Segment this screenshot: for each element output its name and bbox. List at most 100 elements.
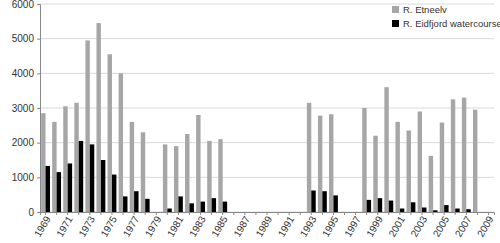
tick-mark [278,212,279,215]
series [41,23,477,212]
legend-label: R. Eidfjord watercourse [403,18,500,29]
tick [300,212,301,215]
tick-mark [56,212,57,215]
tick: 2003 [409,212,430,239]
tick-label: 1989 [254,214,275,239]
tick-label: 3000 [12,103,35,114]
tick-mark [388,212,389,215]
tick-mark [37,212,40,213]
tick: 2009 [475,212,496,239]
tick-mark [477,212,478,215]
tick-mark [311,212,312,215]
bar [466,209,470,212]
tick-mark [37,39,40,40]
y-axis: 0100020003000400050006000 [12,0,41,218]
tick [189,212,190,215]
tick-label: 2001 [386,214,407,239]
tick-label: 1997 [342,214,363,239]
x-axis: 1969197119731975197719791981198319851987… [32,212,496,239]
tick-mark [410,212,411,215]
tick-mark [134,212,135,215]
bar [384,87,388,212]
bar [462,98,466,212]
tick [455,212,456,215]
tick-mark [123,212,124,215]
bar [119,73,123,212]
series [46,141,471,212]
tick-mark [111,212,112,215]
bar [189,203,193,212]
legend-entry: R. Eidfjord watercourse [392,18,500,29]
bar [411,202,415,212]
tick: 2000 [12,137,40,148]
tick-mark [67,212,68,215]
bar [90,144,94,212]
bar [201,202,205,212]
tick [477,212,478,215]
tick-mark [355,212,356,215]
tick-mark [37,108,40,109]
tick: 1979 [143,212,164,239]
bar [378,198,382,212]
tick-mark [178,212,179,215]
tick [211,212,212,215]
tick: 1999 [364,212,385,239]
legend-swatch [392,20,399,27]
tick-label: 1981 [165,214,186,239]
bar [134,191,138,212]
tick-mark [37,143,40,144]
tick-label: 1983 [187,214,208,239]
tick-label: 1999 [364,214,385,239]
y-axis-line [37,5,41,213]
bar [68,163,72,212]
tick-label: 2005 [431,214,452,239]
tick-label: 1000 [12,172,35,183]
tick-label: 5000 [12,33,35,44]
tick [344,212,345,215]
tick-mark [366,212,367,215]
tick-mark [344,212,345,215]
tick: 2005 [431,212,452,239]
tick-mark [145,212,146,215]
bar [307,103,311,212]
bar [395,122,399,212]
bar [185,134,189,212]
bar [174,146,178,212]
tick-label: 1985 [209,214,230,239]
tick-mark [377,212,378,215]
tick [433,212,434,215]
tick-label: 6000 [12,0,35,10]
tick: 1969 [32,212,53,239]
tick [123,212,124,215]
tick-label: 1979 [143,214,164,239]
tick: 1985 [209,212,230,239]
bar [455,209,459,212]
tick: 1993 [298,212,319,239]
bar [311,191,315,212]
tick: 6000 [12,0,40,10]
tick [255,212,256,215]
bar [52,122,56,212]
bar [79,141,83,212]
tick: 1971 [54,212,75,239]
tick: 1997 [342,212,363,239]
tick-mark [300,212,301,215]
tick-label: 1987 [231,214,252,239]
plot: 0100020003000400050006000196919711973197… [12,0,496,239]
bar [123,196,127,212]
tick-mark [200,212,201,215]
tick [78,212,79,215]
bar [407,131,411,212]
bar [433,210,437,212]
bar [85,40,89,212]
tick: 2001 [386,212,407,239]
tick: 1987 [231,212,252,239]
tick-mark [466,212,467,215]
tick-mark [289,212,290,215]
legend-swatch [392,6,399,13]
tick-mark [189,212,190,215]
tick-mark [255,212,256,215]
tick [366,212,367,215]
bar [46,166,50,212]
bar [112,175,116,212]
